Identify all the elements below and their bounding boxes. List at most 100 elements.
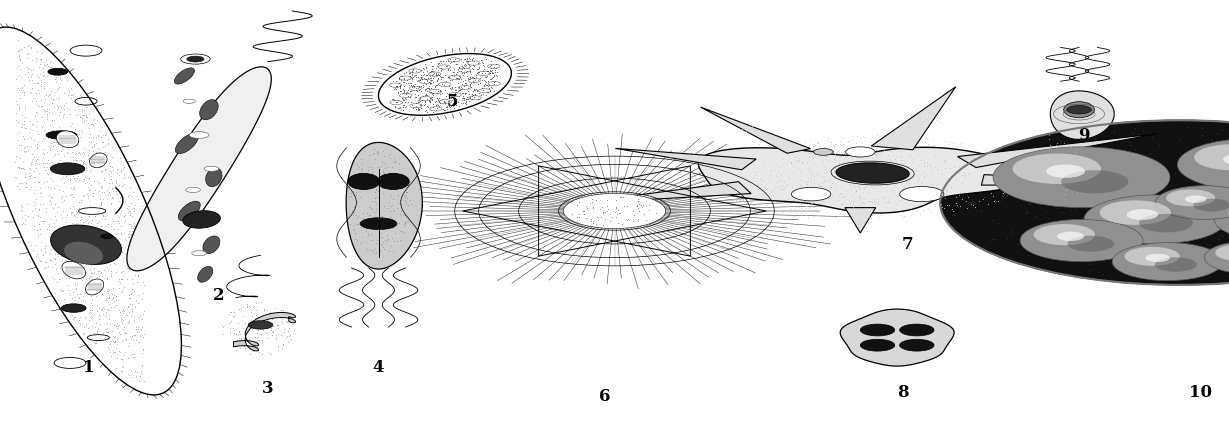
Point	[438, 66, 457, 73]
Point	[456, 99, 476, 106]
Point	[1069, 167, 1089, 173]
Point	[383, 78, 403, 84]
Point	[895, 157, 914, 163]
Point	[242, 324, 262, 330]
Point	[417, 91, 436, 97]
Point	[11, 46, 31, 53]
Point	[226, 330, 246, 337]
Circle shape	[1034, 224, 1095, 245]
Point	[632, 176, 651, 183]
Point	[1089, 119, 1109, 125]
Point	[1039, 245, 1058, 252]
Point	[870, 150, 890, 157]
Point	[219, 119, 238, 126]
Point	[927, 155, 946, 162]
Point	[462, 92, 482, 99]
Point	[387, 98, 407, 105]
Point	[1171, 274, 1191, 281]
Point	[435, 86, 455, 93]
Point	[857, 345, 876, 352]
Point	[31, 56, 50, 63]
Point	[901, 352, 921, 358]
Point	[26, 90, 45, 97]
Point	[106, 217, 125, 224]
Point	[798, 214, 817, 221]
Point	[382, 186, 402, 193]
Point	[52, 287, 71, 294]
Point	[57, 245, 76, 252]
Point	[878, 205, 897, 212]
Point	[109, 197, 129, 204]
Point	[820, 184, 839, 191]
Point	[746, 194, 766, 201]
Point	[785, 154, 805, 160]
Point	[462, 65, 482, 72]
Point	[109, 172, 129, 179]
Point	[129, 229, 149, 235]
Point	[847, 152, 866, 159]
Point	[847, 187, 866, 193]
Point	[34, 96, 54, 103]
Point	[848, 327, 868, 334]
Point	[200, 172, 220, 179]
Point	[43, 126, 63, 133]
Point	[581, 195, 601, 202]
Point	[33, 153, 53, 160]
Point	[897, 338, 917, 344]
Point	[842, 145, 862, 151]
Point	[869, 136, 889, 143]
Point	[934, 167, 954, 174]
Point	[854, 212, 874, 219]
Point	[882, 179, 902, 185]
Point	[402, 76, 422, 82]
Point	[381, 243, 401, 250]
Point	[1147, 211, 1166, 218]
Point	[734, 189, 753, 196]
Point	[47, 95, 66, 102]
Point	[85, 143, 104, 149]
Point	[715, 171, 735, 178]
Point	[76, 167, 96, 173]
Point	[74, 265, 93, 272]
Point	[446, 101, 466, 108]
Point	[644, 195, 664, 202]
Point	[399, 87, 419, 94]
Point	[1148, 274, 1168, 281]
Point	[58, 241, 77, 247]
Point	[863, 156, 882, 162]
Point	[1161, 245, 1181, 252]
Circle shape	[1084, 195, 1227, 244]
Point	[897, 318, 917, 325]
Point	[410, 74, 430, 81]
Point	[1201, 264, 1220, 271]
Point	[981, 190, 1000, 197]
Point	[85, 330, 104, 336]
Point	[1211, 231, 1229, 238]
Point	[278, 333, 297, 340]
Point	[868, 155, 887, 162]
Point	[935, 167, 955, 174]
Point	[814, 170, 833, 177]
Point	[1211, 184, 1229, 190]
Point	[941, 188, 961, 195]
Point	[74, 297, 93, 303]
Point	[918, 119, 938, 125]
Point	[385, 103, 404, 110]
Point	[714, 183, 734, 189]
Point	[468, 81, 488, 88]
Point	[933, 204, 952, 211]
Point	[348, 237, 367, 243]
Point	[1090, 117, 1110, 124]
Point	[826, 197, 846, 204]
Point	[37, 164, 57, 170]
Point	[10, 95, 29, 101]
Point	[80, 122, 100, 129]
Point	[455, 61, 474, 68]
Point	[921, 346, 940, 353]
Point	[862, 179, 881, 185]
Point	[880, 329, 900, 336]
Point	[789, 165, 809, 172]
Point	[1079, 111, 1099, 118]
Point	[163, 206, 183, 213]
Point	[460, 81, 479, 88]
